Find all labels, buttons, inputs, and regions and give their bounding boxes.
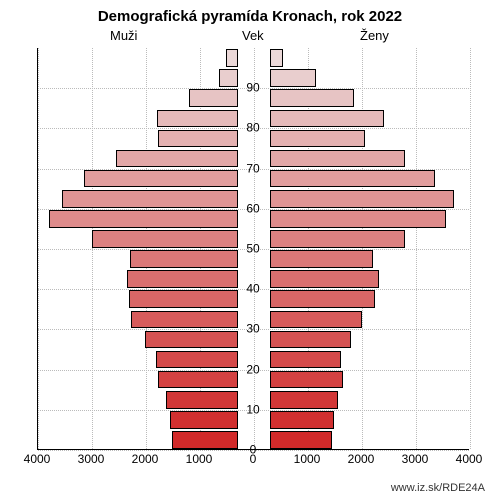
ytick-label: 90 xyxy=(241,81,265,95)
ytick-label: 80 xyxy=(241,121,265,135)
label-age: Vek xyxy=(242,28,264,43)
bar-women xyxy=(270,411,334,429)
bar-men xyxy=(219,69,238,87)
bar-women xyxy=(270,290,375,308)
bar-women xyxy=(270,230,405,248)
xtick-label: 1000 xyxy=(186,452,213,466)
chart-title: Demografická pyramída Kronach, rok 2022 xyxy=(0,8,500,25)
ytick-label: 60 xyxy=(241,202,265,216)
bar-men xyxy=(130,250,238,268)
bar-women xyxy=(270,311,362,329)
bar-men xyxy=(62,190,238,208)
xtick-label: 4000 xyxy=(24,452,51,466)
bar-men xyxy=(189,89,238,107)
bar-women xyxy=(270,250,373,268)
footer: www.iz.sk/​RDE24A xyxy=(391,482,485,494)
bar-women xyxy=(270,110,383,128)
label-men: Muži xyxy=(110,28,137,43)
bar-men xyxy=(131,311,237,329)
bar-men xyxy=(170,411,238,429)
bar-women xyxy=(270,351,341,369)
bar-men xyxy=(145,331,238,349)
bar-men xyxy=(157,110,238,128)
bar-men xyxy=(226,49,238,67)
bar-women xyxy=(270,69,316,87)
xtick-label: 2000 xyxy=(132,452,159,466)
ytick-label: 0 xyxy=(241,443,265,457)
xtick-label: 3000 xyxy=(402,452,429,466)
bar-women xyxy=(270,371,343,389)
bar-men xyxy=(158,130,237,148)
ytick-label: 70 xyxy=(241,161,265,175)
bar-women xyxy=(270,391,338,409)
xtick-label: 1000 xyxy=(294,452,321,466)
bar-men xyxy=(156,351,238,369)
bar-men xyxy=(172,431,237,449)
xtick-label: 4000 xyxy=(456,452,483,466)
bar-women xyxy=(270,170,435,188)
bar-row xyxy=(38,49,469,67)
bar-women xyxy=(270,431,332,449)
bar-women xyxy=(270,270,379,288)
bar-women xyxy=(270,130,365,148)
bar-women xyxy=(270,89,354,107)
ytick-label: 30 xyxy=(241,322,265,336)
bar-women xyxy=(270,150,405,168)
label-women: Ženy xyxy=(360,28,389,43)
gridline-v xyxy=(470,48,471,449)
ytick-label: 40 xyxy=(241,282,265,296)
bar-men xyxy=(116,150,238,168)
bar-women xyxy=(270,190,454,208)
ytick-label: 10 xyxy=(241,403,265,417)
bar-men xyxy=(166,391,238,409)
bar-men xyxy=(84,170,238,188)
bar-men xyxy=(127,270,238,288)
bar-women xyxy=(270,210,446,228)
bar-men xyxy=(158,371,237,389)
bar-women xyxy=(270,331,350,349)
bar-men xyxy=(49,210,238,228)
ytick-label: 20 xyxy=(241,362,265,376)
xtick-label: 2000 xyxy=(348,452,375,466)
bar-women xyxy=(270,49,282,67)
bar-men xyxy=(92,230,238,248)
bar-men xyxy=(129,290,238,308)
ytick-label: 50 xyxy=(241,242,265,256)
xtick-label: 3000 xyxy=(78,452,105,466)
